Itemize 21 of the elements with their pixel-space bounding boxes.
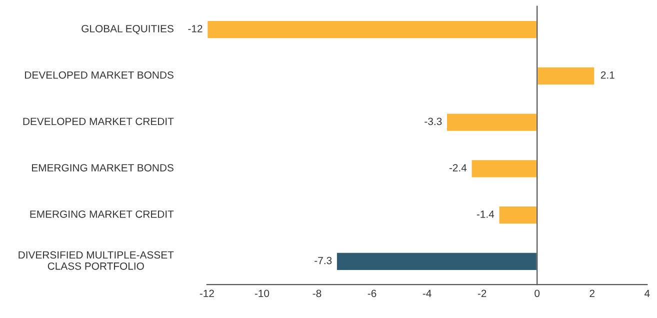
data-label: -12 — [188, 24, 202, 32]
y-tick-label: GLOBAL EQUITIES — [82, 24, 174, 34]
x-tick-label: 0 — [534, 290, 540, 298]
y-tick-label: DEVELOPED MARKET BONDS — [25, 71, 174, 79]
data-label: -2.4 — [449, 164, 467, 172]
y-tick-label: EMERGING MARKET CREDIT — [30, 210, 174, 218]
y-tick-label: DIVERSIFIED MULTIPLE-ASSET CLASS PORTFOLIO — [18, 251, 174, 270]
x-tick-label: -8 — [312, 290, 322, 298]
x-tick-label: -2 — [478, 290, 486, 298]
data-label: -1.4 — [476, 210, 494, 218]
x-tick-label: -12 — [200, 290, 214, 298]
x-tick-label: 4 — [644, 290, 650, 298]
x-tick-label: -6 — [368, 290, 376, 298]
data-label: 2.1 — [600, 71, 614, 79]
x-tick-label: 2 — [590, 290, 594, 298]
data-label: -7.3 — [314, 256, 332, 264]
x-tick-label: -10 — [254, 290, 270, 298]
data-label: -3.3 — [424, 118, 442, 126]
y-tick-label: EMERGING MARKET BONDS — [32, 164, 174, 172]
y-tick-label: DEVELOPED MARKET CREDIT — [23, 118, 174, 126]
x-tick-label: -4 — [422, 290, 432, 298]
